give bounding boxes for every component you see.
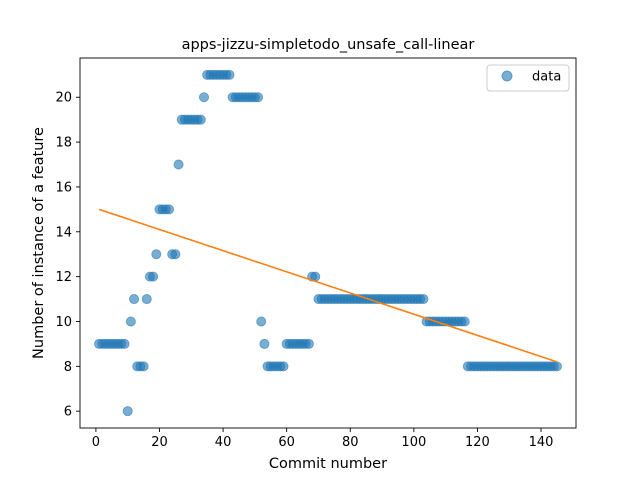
legend-marker-data: [501, 70, 513, 82]
data-point: [253, 92, 264, 103]
data-point: [164, 204, 175, 215]
data-point: [141, 294, 152, 305]
axes-frame: [79, 57, 577, 429]
x-axis-ticks: 0 20 40 60 80 100 120 140: [92, 428, 554, 450]
x-tick-label: 100: [401, 435, 426, 450]
data-point: [224, 69, 235, 80]
y-tick-label: 8: [64, 360, 72, 375]
data-point: [256, 316, 267, 327]
data-point: [303, 338, 314, 349]
legend-label-data: data: [532, 70, 561, 85]
y-tick-label: 10: [55, 315, 72, 330]
data-point: [148, 271, 159, 282]
y-tick-label: 18: [55, 136, 72, 151]
data-point: [198, 92, 209, 103]
x-tick-label: 80: [342, 435, 359, 450]
data-point: [459, 316, 470, 327]
y-tick-label: 16: [55, 180, 72, 195]
data-point: [170, 249, 181, 260]
y-tick-label: 20: [55, 91, 72, 106]
x-tick-label: 0: [92, 435, 100, 450]
x-tick-label: 40: [215, 435, 232, 450]
x-tick-label: 20: [151, 435, 168, 450]
data-point: [195, 114, 206, 125]
data-layer: [94, 69, 562, 417]
x-tick-label: 60: [278, 435, 295, 450]
data-point: [151, 249, 162, 260]
data-point: [125, 316, 136, 327]
chart-title: apps-jizzu-simpletodo_unsafe_call-linear: [182, 37, 475, 53]
data-point: [173, 159, 184, 170]
y-tick-label: 6: [64, 405, 72, 420]
y-axis-label: Number of instance of a feature: [31, 127, 47, 359]
x-tick-label: 140: [529, 435, 554, 450]
data-point: [138, 361, 149, 372]
x-tick-label: 120: [465, 435, 490, 450]
data-point: [278, 361, 289, 372]
x-axis-label: Commit number: [269, 456, 387, 472]
data-point: [119, 338, 130, 349]
data-point: [259, 338, 270, 349]
data-point: [551, 361, 562, 372]
legend: data: [486, 64, 570, 92]
y-tick-label: 14: [55, 225, 72, 240]
y-axis-ticks: 6 8 10 12 14 16 18 20: [55, 91, 80, 420]
fit-line: [98, 208, 558, 363]
y-tick-label: 12: [55, 270, 72, 285]
plot-area: [80, 58, 576, 428]
data-point: [129, 294, 140, 305]
data-point: [122, 406, 133, 417]
data-point: [418, 294, 429, 305]
